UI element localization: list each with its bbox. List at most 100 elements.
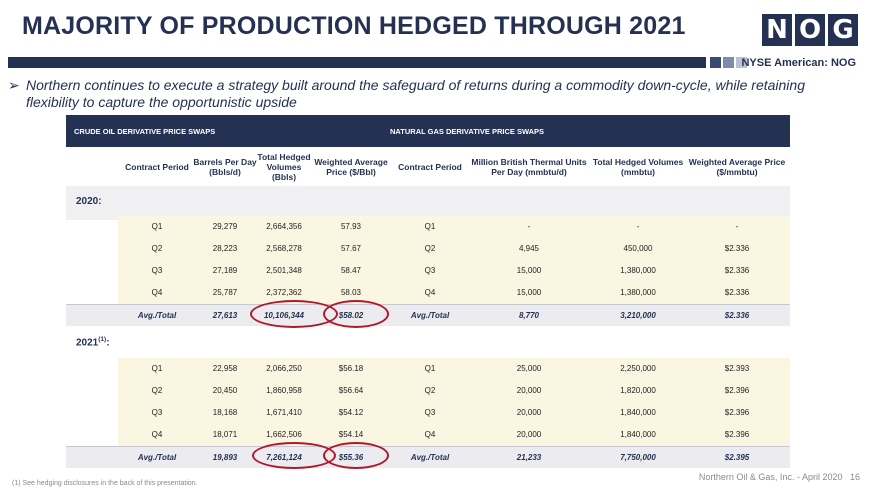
table-cell: 25,787 [212,288,238,297]
year-label-2020: 2020: [76,196,102,207]
column-header: Million British Thermal Units Per Day (m… [471,157,587,177]
table-row: Q1 22,958 2,066,250 $56.18 Q1 25,000 2,250,000… [66,358,790,380]
table-cell: Q2 [151,386,163,395]
table-cell: Q4 [151,288,163,297]
table-cell: 58.03 [340,288,362,297]
table-cell: 28,223 [212,244,238,253]
total-cell: Avg./Total [137,453,177,462]
table-row: Q3 18,168 1,671,410 $54.12 Q3 20,000 1,840,000… [66,402,790,424]
year-label-2021-colon: : [106,337,110,349]
exchange-label: NYSE American: NOG [741,57,856,69]
table-section-header: CRUDE OIL DERIVATIVE PRICE SWAPS NATURAL… [66,115,790,147]
table-cell: 1,662,506 [266,430,302,439]
table-row: Q1 29,279 2,664,356 57.93 Q1 - - - [66,216,790,238]
table-cell: 58.47 [340,266,362,275]
table-cell: 450,000 [623,244,653,253]
table-cell: 29,279 [212,222,238,231]
year-band-2020 [66,186,790,220]
logo-letter: N [762,14,792,46]
table-column-headers: Contract Period Barrels Per Day (Bbls/d) T… [66,148,790,186]
table-cell: $2.336 [724,288,750,297]
table-cell: Q4 [424,288,436,297]
table-body-2021 [118,358,790,446]
table-cell: 4,945 [518,244,540,253]
total-cell: Avg./Total [410,453,450,462]
column-header: Weighted Average Price ($/mmbtu) [688,157,786,177]
footnote-marker: (1) [98,336,107,343]
column-header: Contract Period [398,162,462,172]
table-cell: - [636,222,640,231]
bullet-text: Northern continues to execute a strategy… [26,77,805,110]
column-header: Barrels Per Day (Bbls/d) [193,157,257,177]
table-cell: 1,380,000 [620,288,656,297]
table-cell: 2,664,356 [266,222,302,231]
total-cell: 7,750,000 [620,453,656,462]
table-cell: 2,066,250 [266,364,302,373]
table-cell: $2.396 [724,386,750,395]
table-cell: Q2 [424,386,436,395]
title-rule [8,57,706,68]
total-cell: 19,893 [212,453,238,462]
table-row: Q3 27,189 2,501,348 58.47 Q3 15,000 1,380,000 $… [66,260,790,282]
gas-section-title: NATURAL GAS DERIVATIVE PRICE SWAPS [390,127,545,136]
highlight-oval-2020-price [323,300,389,328]
table-cell: 25,000 [516,364,542,373]
table-cell: Q3 [151,266,163,275]
table-cell: Q3 [424,408,436,417]
table-cell: $2.393 [724,364,750,373]
footnote: (1) See hedging disclosures in the back … [12,480,198,487]
table-row: Q4 25,787 2,372,362 58.03 Q4 15,000 1,380,000 $… [66,282,790,304]
table-cell: $2.396 [724,430,750,439]
total-cell: Avg./Total [410,311,450,320]
table-row: Q2 28,223 2,568,278 57.67 Q2 4,945 450,000 $2.3… [66,238,790,260]
table-cell: 15,000 [516,288,542,297]
page-footer: Northern Oil & Gas, Inc. - April 2020 16 [699,472,860,482]
oil-section-title: CRUDE OIL DERIVATIVE PRICE SWAPS [74,127,216,136]
total-cell: 3,210,000 [620,311,656,320]
column-header: Total Hedged Volumes (mmbtu) [592,157,684,177]
table-cell: 57.93 [340,222,362,231]
page-number: 16 [849,472,860,482]
table-cell: Q4 [424,430,436,439]
table-cell: $54.12 [338,408,364,417]
table-cell: $56.18 [338,364,364,373]
total-cell: 8,770 [518,311,540,320]
table-cell: Q1 [424,222,436,231]
table-row: Q4 18,071 1,662,506 $54.14 Q4 20,000 1,840,000… [66,424,790,446]
total-cell: $2.336 [724,311,750,320]
total-cell: Avg./Total [137,311,177,320]
logo-letter: G [828,14,858,46]
table-cell: $2.396 [724,408,750,417]
table-cell: 27,189 [212,266,238,275]
footer-text: Northern Oil & Gas, Inc. - April 2020 [698,472,843,482]
table-cell: - [735,222,739,231]
table-cell: Q3 [424,266,436,275]
table-row: Q2 20,450 1,860,958 $56.64 Q2 20,000 1,820,000… [66,380,790,402]
table-cell: 2,250,000 [620,364,656,373]
table-cell: $2.336 [724,266,750,275]
arrow-bullet-icon: ➢ [8,77,20,93]
table-cell: 2,568,278 [266,244,302,253]
table-cell: 1,840,000 [620,408,656,417]
total-row: Avg./Total 19,893 7,261,124 $55.36 Avg./Tota… [66,446,790,468]
table-cell: Q3 [151,408,163,417]
total-cell: 21,233 [516,453,542,462]
total-row: Avg./Total 27,613 10,106,344 $58.02 Avg./Tot… [66,304,790,326]
table-cell: Q2 [151,244,163,253]
table-cell: $54.14 [338,430,364,439]
table-cell: 20,450 [212,386,238,395]
table-cell: $56.64 [338,386,364,395]
table-cell: - [527,222,531,231]
highlight-oval-2021-price [323,442,389,469]
table-cell: 20,000 [516,386,542,395]
table-cell: 1,860,958 [266,386,302,395]
table-cell: 57.67 [340,244,362,253]
table-cell: 1,840,000 [620,430,656,439]
table-cell: 18,071 [212,430,238,439]
table-body-2020 [118,216,790,304]
table-cell: 2,372,362 [266,288,302,297]
table-cell: Q1 [151,222,163,231]
column-header: Contract Period [125,162,189,172]
year-label-2021-text: 2021 [76,337,99,349]
table-cell: 20,000 [516,408,542,417]
